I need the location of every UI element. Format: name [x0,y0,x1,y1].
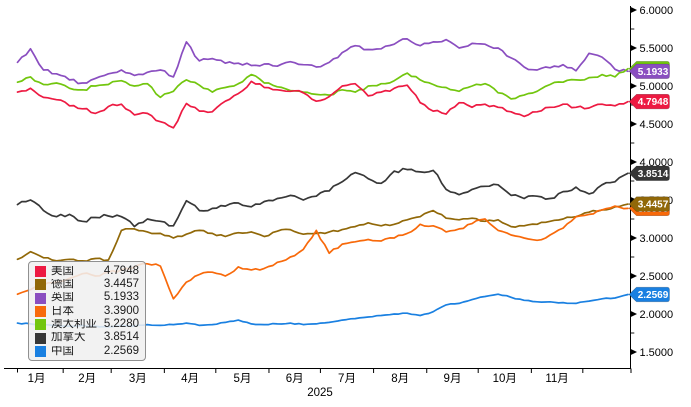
legend-label-uk: 英国 [51,292,74,304]
y-tick-label: 2.5000 [640,271,674,283]
legend-label-china: 中国 [51,345,74,357]
y-tick-label: 2.0000 [640,309,674,321]
legend-swatch-uk [35,292,46,304]
legend-value-japan: 3.3900 [103,304,139,317]
y-tick-label: 6.0000 [640,5,674,17]
badge-usa [628,94,670,110]
badge-value-germany: 3.4457 [638,200,669,211]
x-month-label: 3月 [129,373,147,385]
y-major-tick [630,120,637,128]
x-month-label: 1月 [28,373,46,385]
legend-value-canada: 3.8514 [103,331,139,344]
line-germany [16,203,629,262]
badge-value-usa: 4.7948 [638,97,669,108]
legend-label-germany: 德国 [51,279,74,291]
line-canada [16,167,629,228]
y-tick-label: 4.0000 [640,157,674,169]
legend-swatch-usa [35,266,46,278]
y-major-tick [630,6,637,14]
legend-value-usa: 4.7948 [103,264,139,277]
x-month-label: 5月 [233,373,251,385]
legend-swatch-japan [35,305,46,317]
badge-value-canada: 3.8514 [638,169,669,180]
badge-canada [628,165,670,181]
legend: 美国 4.7948 德国 3.4457 英国 5.1933 日本 3.3900 澳大利亚 5.22… [28,261,146,361]
badge-value-china: 2.2569 [638,290,669,301]
legend-swatch-germany [35,279,46,291]
y-major-tick [630,82,637,90]
y-tick-label: 5.5000 [640,43,674,55]
legend-label-canada: 加拿大 [51,332,86,344]
legend-swatch-canada [35,332,46,344]
y-major-tick [630,272,637,280]
badge-uk [628,63,670,79]
badge-value-uk: 5.1933 [638,67,669,78]
legend-label-japan: 日本 [51,305,74,317]
legend-value-china: 2.2569 [103,344,139,357]
y-major-tick [630,44,637,52]
x-month-label: 6月 [286,373,304,385]
legend-swatch-china [35,345,46,357]
y-major-tick [630,234,637,242]
x-month-label: 4月 [181,373,199,385]
badge-china [628,286,670,303]
x-month-label: 11月 [545,373,568,385]
y-tick-label: 5.0000 [640,81,674,93]
legend-row-germany: 德国 3.4457 [35,279,139,291]
axis-lines [4,6,631,369]
x-month-label: 8月 [391,373,409,385]
line-australia [16,67,629,100]
legend-label-australia: 澳大利亚 [51,319,97,331]
y-tick-label: 3.0000 [640,233,674,245]
legend-row-canada: 加拿大 3.8514 [35,332,139,344]
line-uk [16,38,629,85]
legend-value-uk: 5.1933 [103,291,139,304]
legend-row-australia: 澳大利亚 5.2280 [35,319,139,331]
legend-row-usa: 美国 4.7948 [35,264,139,278]
line-usa [16,80,629,129]
legend-row-uk: 英国 5.1933 [35,292,139,304]
legend-row-japan: 日本 3.3900 [35,304,139,318]
y-tick-label: 4.5000 [640,119,674,131]
y-major-tick [630,348,637,356]
y-major-tick [630,310,637,318]
y-tick-label: 1.5000 [640,347,674,359]
legend-swatch-australia [35,319,46,331]
x-month-label: 7月 [338,373,356,385]
y-major-tick [630,158,637,166]
x-month-label: 2月 [78,373,96,385]
badge-germany [628,196,670,212]
legend-value-australia: 5.2280 [103,318,139,331]
legend-row-china: 中国 2.2569 [35,344,139,358]
x-month-label: 10月 [493,373,517,385]
year-label: 2025 [307,387,333,399]
legend-label-usa: 美国 [51,265,74,277]
x-month-label: 9月 [444,373,462,385]
legend-value-germany: 3.4457 [103,278,139,291]
